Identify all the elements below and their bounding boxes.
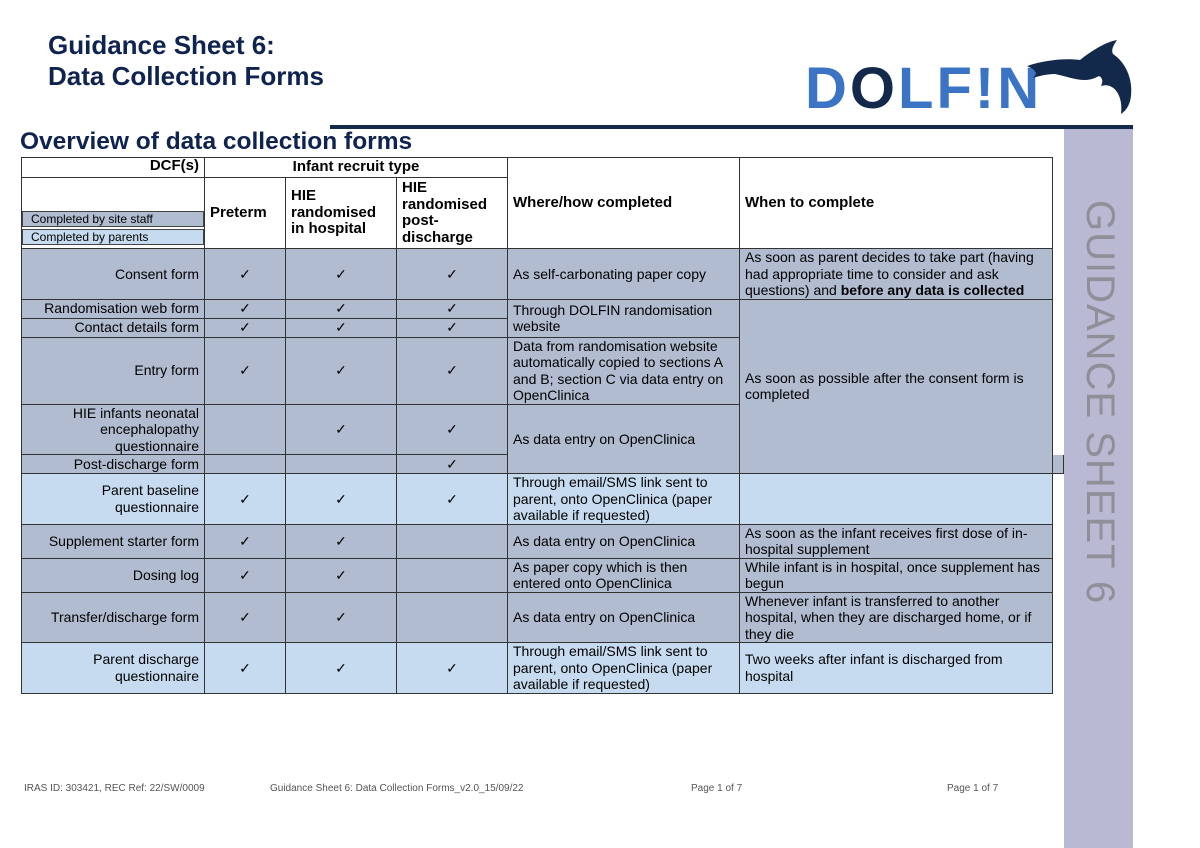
section-title: Overview of data collection forms [20,128,413,155]
check-icon: ✓ [285,317,397,338]
check-icon [396,591,508,643]
check-icon: ✓ [396,317,508,338]
row-when-continued [1052,454,1064,474]
header-when: When to complete [739,157,1053,249]
row-where: As data entry on OpenClinica [507,403,740,474]
row-where: As paper copy which is then entered onto… [507,557,740,593]
dcf-table: DCF(s) Infant recruit type Where/how com… [21,157,1064,694]
header-hie-hospital: HIE randomised in hospital [285,177,397,249]
footer-page-right: Page 1 of 7 [947,783,999,794]
table-row: Randomisation web form ✓ ✓ ✓ Through DOL… [21,298,1064,474]
header-rule [330,125,1133,129]
title-line-2: Data Collection Forms [48,61,324,91]
row-name: Randomisation web form [21,298,205,319]
title-line-1: Guidance Sheet 6: [48,30,275,60]
header-infant-recruit-type: Infant recruit type [204,157,508,178]
check-icon: ✓ [204,523,286,559]
row-name: Post-discharge form [21,454,205,474]
footer-page-center: Page 1 of 7 [691,783,743,794]
row-name: Consent form [21,248,205,300]
table-row: Parent baseline questionnaire ✓ ✓ ✓ Thro… [21,473,1064,525]
row-name: Parent baseline questionnaire [21,473,205,525]
header-where: Where/how completed [507,157,740,249]
row-where: Data from randomisation website automati… [507,336,740,405]
table-row: Parent discharge questionnaire ✓ ✓ ✓ Thr… [21,642,1064,694]
check-icon: ✓ [204,591,286,643]
row-where: Through DOLFIN randomisation website [507,298,740,338]
check-icon [396,523,508,559]
check-icon: ✓ [285,403,397,455]
check-icon [396,557,508,593]
row-when: As soon as possible after the consent fo… [739,298,1053,474]
check-icon: ✓ [204,473,286,525]
check-icon [204,454,286,474]
check-icon: ✓ [285,473,397,525]
row-where: Through email/SMS link sent to parent, o… [507,473,740,525]
sidebar-band [1064,129,1133,848]
check-icon: ✓ [396,298,508,319]
check-icon: ✓ [396,248,508,300]
footer-doc-name: Guidance Sheet 6: Data Collection Forms_… [270,783,524,794]
check-icon: ✓ [396,454,508,474]
row-name: Contact details form [21,317,205,338]
legend-staff: Completed by site staff [22,211,204,227]
row-when [739,473,1053,525]
check-icon: ✓ [204,642,286,694]
check-icon: ✓ [204,298,286,319]
check-icon: ✓ [396,336,508,405]
row-when: Whenever infant is transferred to anothe… [739,591,1053,643]
legend-cell: Completed by site staff Completed by par… [21,177,205,249]
row-when: As soon as the infant receives first dos… [739,523,1053,559]
row-when: While infant is in hospital, once supple… [739,557,1053,593]
row-name: Dosing log [21,557,205,593]
check-icon: ✓ [285,523,397,559]
row-where: As data entry on OpenClinica [507,523,740,559]
header-preterm: Preterm [204,177,286,249]
check-icon: ✓ [396,473,508,525]
check-icon: ✓ [396,642,508,694]
table-row: Consent form ✓ ✓ ✓ As self-carbonating p… [21,248,1064,300]
row-name: Transfer/discharge form [21,591,205,643]
check-icon: ✓ [285,336,397,405]
row-where: As data entry on OpenClinica [507,591,740,643]
check-icon: ✓ [396,403,508,455]
row-where: As self-carbonating paper copy [507,248,740,300]
row-when: Two weeks after infant is discharged fro… [739,642,1053,694]
check-icon [285,454,397,474]
check-icon: ✓ [285,248,397,300]
dolphin-icon [1027,40,1132,114]
row-name: Supplement starter form [21,523,205,559]
check-icon: ✓ [204,557,286,593]
sidebar-label: GUIDANCE SHEET 6 [1078,200,1122,605]
footer-ids: IRAS ID: 303421, REC Ref: 22/SW/0009 [24,783,205,794]
row-where: Through email/SMS link sent to parent, o… [507,642,740,694]
legend-parents: Completed by parents [22,229,204,245]
check-icon: ✓ [285,591,397,643]
check-icon: ✓ [204,248,286,300]
row-name: Parent discharge questionnaire [21,642,205,694]
check-icon: ✓ [204,336,286,405]
check-icon: ✓ [285,557,397,593]
row-when: As soon as parent decides to take part (… [739,248,1053,300]
row-name: Entry form [21,336,205,405]
row-name: HIE infants neonatal encephalopathy ques… [21,403,205,455]
table-row: Supplement starter form ✓ ✓ As data entr… [21,523,1064,559]
header-hie-post: HIE randomised post-discharge [396,177,508,249]
check-icon: ✓ [204,317,286,338]
header-dcf: DCF(s) [21,157,205,178]
check-icon [204,403,286,455]
check-icon: ✓ [285,298,397,319]
check-icon: ✓ [285,642,397,694]
logo-wordmark: DOLF!N [805,56,1043,121]
dolfin-logo: DOLF!N [800,38,1140,120]
table-row: Dosing log ✓ ✓ As paper copy which is th… [21,557,1064,593]
page-title: Guidance Sheet 6: Data Collection Forms [48,30,324,92]
table-row: Transfer/discharge form ✓ ✓ As data entr… [21,591,1064,643]
